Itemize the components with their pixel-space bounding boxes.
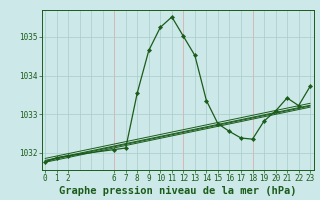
- X-axis label: Graphe pression niveau de la mer (hPa): Graphe pression niveau de la mer (hPa): [59, 186, 296, 196]
